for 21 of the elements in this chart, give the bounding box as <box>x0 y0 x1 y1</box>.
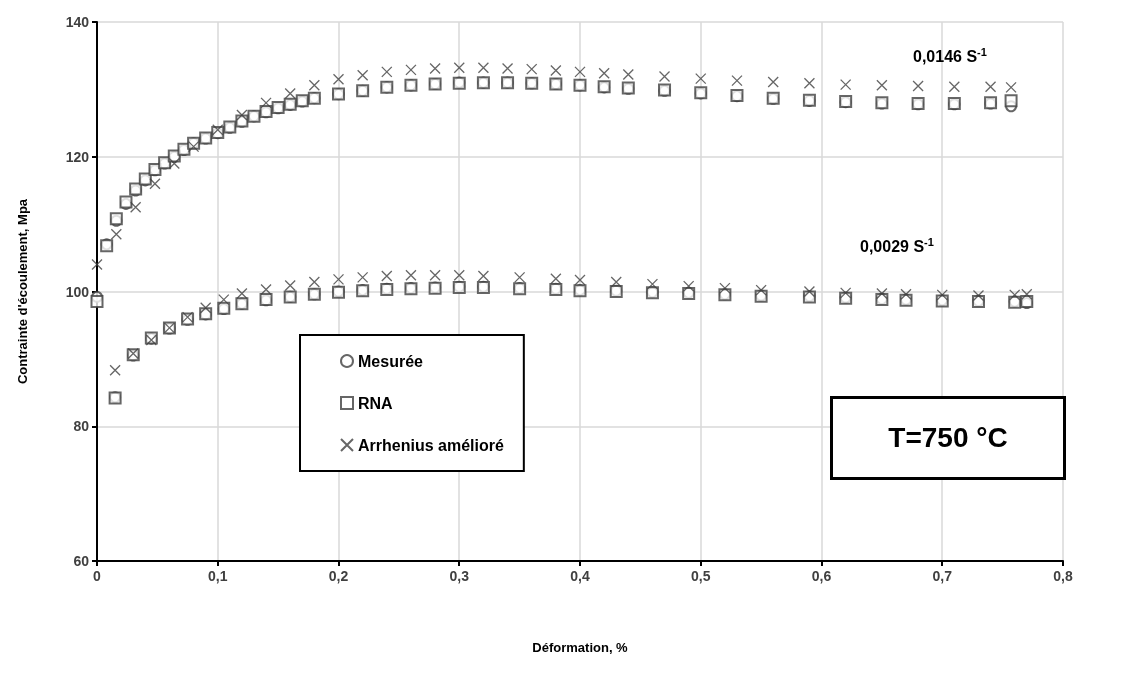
legend-label: RNA <box>358 394 394 412</box>
x-tick-label: 0,3 <box>449 568 470 584</box>
x-tick-label: 0,8 <box>1053 568 1073 584</box>
legend-label: Mesurée <box>358 352 424 370</box>
annotation: 0,0029 S$^{-1}$ <box>860 236 934 257</box>
x-tick-label: 0,1 <box>208 568 228 584</box>
x-tick-label: 0 <box>93 568 102 584</box>
legend-label: Arrhenius amélioré <box>358 436 504 454</box>
x-tick-label: 0,4 <box>570 568 590 584</box>
x-axis-title: Déformation, % <box>532 640 629 655</box>
x-tick-label: 0,2 <box>328 568 349 584</box>
y-tick-label: 140 <box>65 14 90 30</box>
annotation: 0,0146 S$^{-1}$ <box>913 46 987 67</box>
x-tick-label: 0,6 <box>811 568 832 584</box>
y-axis-title: Contrainte d'écoulement, Mpa <box>15 198 30 385</box>
x-tick-label: 0,7 <box>932 568 953 584</box>
x-tick-label: 0,5 <box>691 568 711 584</box>
y-tick-label: 80 <box>73 418 90 435</box>
y-tick-label: 100 <box>65 283 90 300</box>
y-tick-label: 120 <box>65 148 90 165</box>
y-tick-label: 60 <box>73 553 90 569</box>
